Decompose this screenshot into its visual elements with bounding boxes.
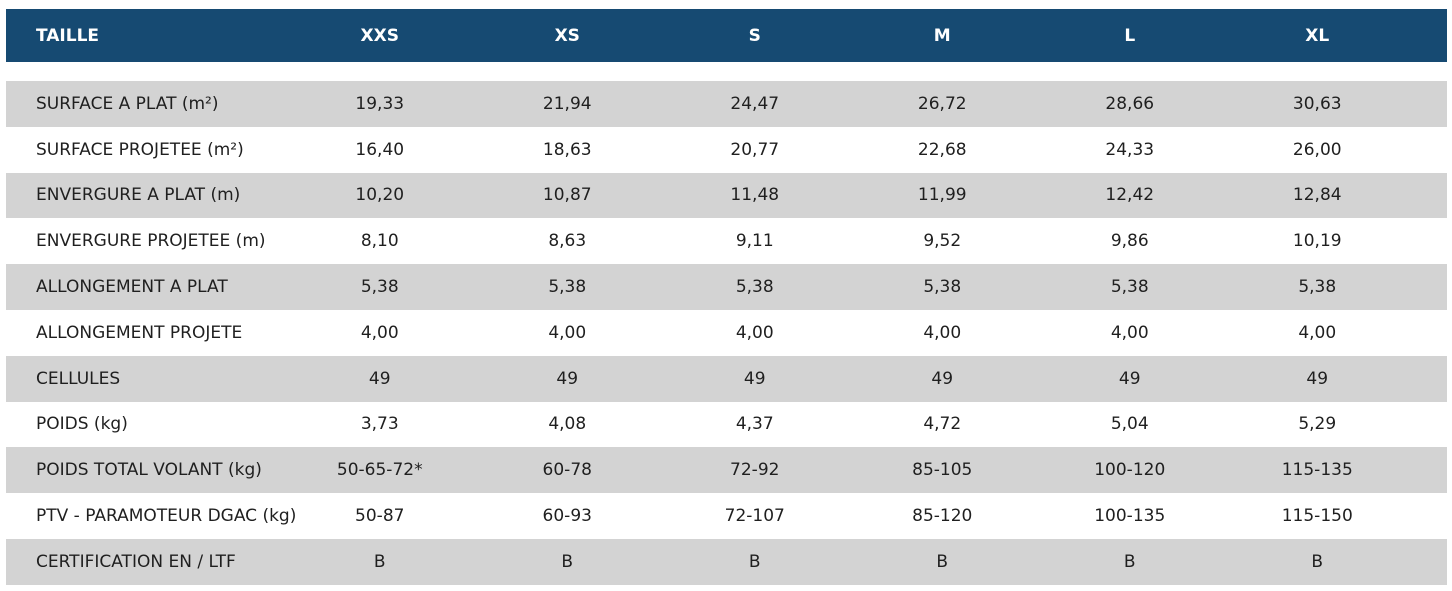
row-value: 30,63: [1292, 93, 1342, 114]
row-value: B: [373, 551, 386, 572]
row-value: 4,08: [548, 414, 587, 435]
row-value: 85-120: [912, 506, 973, 527]
row-value: 11,48: [730, 185, 780, 206]
row-value: 100-120: [1094, 460, 1166, 481]
row-value: 5,38: [1298, 277, 1337, 298]
row-value: 4,00: [360, 322, 399, 343]
table-row: PTV - PARAMOTEUR DGAC (kg) 50-87 60-93 72-1…: [6, 493, 1447, 539]
row-value: 5,38: [735, 277, 774, 298]
row-value: 85-105: [912, 460, 973, 481]
row-value: 21,94: [542, 93, 592, 114]
row-value: 8,63: [548, 231, 587, 252]
table-row: SURFACE A PLAT (m²) 19,33 21,94 24,47 26,72 2…: [6, 81, 1447, 127]
row-value: 4,00: [923, 322, 962, 343]
row-value: 115-150: [1281, 506, 1353, 527]
row-value: B: [1311, 551, 1324, 572]
row-value: 60-93: [542, 506, 592, 527]
header-size: XL: [1305, 25, 1330, 46]
row-value: 4,00: [1298, 322, 1337, 343]
row-value: 9,52: [923, 231, 962, 252]
row-value: 4,00: [1110, 322, 1149, 343]
row-label: ENVERGURE A PLAT (m): [36, 185, 241, 206]
row-value: 72-92: [730, 460, 780, 481]
table-row: ENVERGURE A PLAT (m) 10,20 10,87 11,48 11,99…: [6, 172, 1447, 219]
row-value: 49: [743, 368, 766, 389]
table-row: POIDS TOTAL VOLANT (kg) 50-65-72* 60-78 72-…: [6, 447, 1447, 494]
row-value: 9,11: [735, 231, 774, 252]
row-value: 60-78: [542, 460, 592, 481]
row-value: 12,42: [1105, 185, 1155, 206]
row-label: CELLULES: [36, 368, 121, 389]
row-value: 9,86: [1110, 231, 1149, 252]
table-row: POIDS (kg) 3,73 4,08 4,37 4,72 5,04 5,29: [6, 401, 1447, 448]
row-value: 4,72: [923, 414, 962, 435]
row-value: 49: [368, 368, 391, 389]
row-value: 22,68: [917, 139, 967, 160]
row-value: 4,00: [735, 322, 774, 343]
header-size: L: [1124, 25, 1136, 46]
table-row: CELLULES 49 49 49 49 49 49: [6, 355, 1447, 402]
row-value: B: [1123, 551, 1136, 572]
row-value: 5,38: [1110, 277, 1149, 298]
row-value: 10,19: [1292, 231, 1342, 252]
row-label: SURFACE A PLAT (m²): [36, 93, 219, 114]
row-value: 19,33: [355, 93, 405, 114]
table-row: ALLONGEMENT A PLAT 5,38 5,38 5,38 5,38 5,38 5,…: [6, 264, 1447, 310]
row-value: 24,33: [1105, 139, 1155, 160]
table-row: CERTIFICATION EN / LTF B B B B B B: [6, 538, 1447, 585]
header-size: M: [933, 25, 951, 46]
row-label: ALLONGEMENT A PLAT: [36, 277, 228, 298]
row-value: 18,63: [542, 139, 592, 160]
row-value: 10,87: [542, 185, 592, 206]
row-value: 5,38: [923, 277, 962, 298]
row-label: POIDS (kg): [36, 414, 128, 435]
row-value: 49: [1118, 368, 1141, 389]
row-value: 115-135: [1281, 460, 1353, 481]
row-value: 28,66: [1105, 93, 1155, 114]
row-value: 10,20: [355, 185, 405, 206]
row-value: 50-87: [355, 506, 405, 527]
row-value: 20,77: [730, 139, 780, 160]
row-value: 49: [556, 368, 579, 389]
row-value: 5,38: [360, 277, 399, 298]
row-value: 5,29: [1298, 414, 1337, 435]
row-value: B: [748, 551, 761, 572]
row-value: 5,38: [548, 277, 587, 298]
header-size: XS: [554, 25, 580, 46]
row-value: 4,00: [548, 322, 587, 343]
row-value: 24,47: [730, 93, 780, 114]
size-table: TAILLE XXS XS S M L XL SURFACE A PLAT (m…: [6, 9, 1447, 585]
header-size: XXS: [360, 25, 399, 46]
row-label: CERTIFICATION EN / LTF: [36, 551, 236, 572]
table-header: TAILLE XXS XS S M L XL: [6, 9, 1447, 62]
row-value: 50-65-72*: [336, 460, 423, 481]
row-value: 72-107: [724, 506, 785, 527]
table-row: ENVERGURE PROJETEE (m) 8,10 8,63 9,11 9,52 9,…: [6, 218, 1447, 265]
row-value: 12,84: [1292, 185, 1342, 206]
header-spacer: [6, 62, 1447, 81]
row-value: 11,99: [917, 185, 967, 206]
row-label: POIDS TOTAL VOLANT (kg): [36, 460, 262, 481]
table-row: ALLONGEMENT PROJETE 4,00 4,00 4,00 4,00 4,00 4…: [6, 309, 1447, 356]
row-label: ALLONGEMENT PROJETE: [36, 322, 243, 343]
row-label: ENVERGURE PROJETEE (m): [36, 231, 266, 252]
row-value: 26,00: [1292, 139, 1342, 160]
row-value: 26,72: [917, 93, 967, 114]
row-value: 4,37: [735, 414, 774, 435]
row-value: 100-135: [1094, 506, 1166, 527]
row-label: PTV - PARAMOTEUR DGAC (kg): [36, 506, 297, 527]
row-value: 5,04: [1110, 414, 1149, 435]
header-size: S: [748, 25, 761, 46]
table-row: SURFACE PROJETEE (m²) 16,40 18,63 20,77 22,6…: [6, 126, 1447, 173]
table-body: SURFACE A PLAT (m²) 19,33 21,94 24,47 26,72 2…: [6, 81, 1447, 585]
row-value: 49: [1306, 368, 1329, 389]
row-value: 3,73: [360, 414, 399, 435]
header-label: TAILLE: [36, 25, 100, 46]
row-value: B: [561, 551, 574, 572]
row-label: SURFACE PROJETEE (m²): [36, 139, 244, 160]
row-value: B: [936, 551, 949, 572]
row-value: 49: [931, 368, 954, 389]
row-value: 8,10: [360, 231, 399, 252]
row-value: 16,40: [355, 139, 405, 160]
